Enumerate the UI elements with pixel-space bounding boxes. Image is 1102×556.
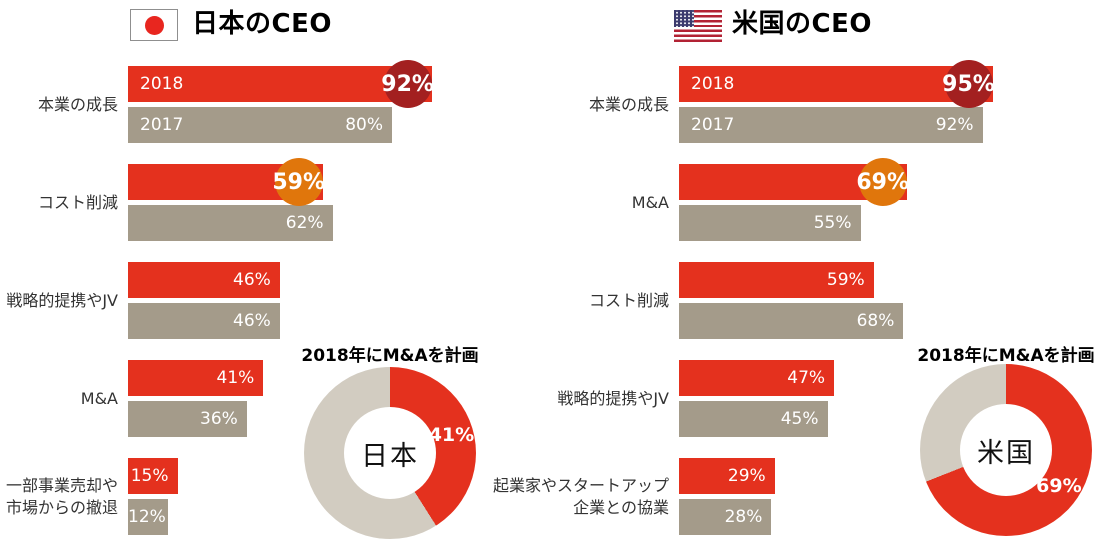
badge-value: 95% xyxy=(942,71,995,97)
bar-group-alliances-jv: 戦略的提携やJV 47% 45% xyxy=(551,360,1102,437)
bar-group-cost-reduction: コスト削減 59% 68% xyxy=(551,262,1102,339)
bar-value-label: 68% xyxy=(856,311,895,331)
us-panel: 米国のCEO 本業の成長 2018 2017 92% 95% xyxy=(493,0,1102,545)
category-label: M&A xyxy=(631,192,669,212)
donut-slice-value: 69% xyxy=(1036,474,1082,497)
highlight-badge: 95% xyxy=(942,60,995,108)
bar-2018: 15% xyxy=(128,458,178,494)
bar-value-label: 41% xyxy=(216,368,255,388)
us-donut-chart: 米国 69% xyxy=(920,364,1092,536)
donut-center-label: 日本 xyxy=(361,440,419,472)
bar-value-label: 29% xyxy=(727,466,766,486)
series-year-label: 2018 xyxy=(691,74,735,94)
bar-value-label: 45% xyxy=(780,409,819,429)
badge-value: 59% xyxy=(272,169,326,195)
category-label: 一部事業売却や 市場からの撤退 xyxy=(5,475,118,517)
bar-value-label: 12% xyxy=(128,507,166,527)
bar-value-label: 46% xyxy=(233,270,271,290)
bar-2017: 2017 92% xyxy=(679,107,983,143)
series-year-label: 2018 xyxy=(140,74,184,94)
japan-donut-title: 2018年にM&Aを計画 xyxy=(301,346,479,366)
japan-donut-chart: 日本 41% xyxy=(304,367,476,539)
bar-group-cost-reduction: コスト削減 62% 59% xyxy=(0,158,551,241)
highlight-badge: 59% xyxy=(272,158,326,206)
donut-center: 日本 xyxy=(344,407,436,499)
bar-value-label: 92% xyxy=(935,115,974,135)
japan-panel-title: 日本のCEO xyxy=(192,9,332,39)
bar-2018: 59% xyxy=(679,262,874,298)
category-label: 戦略的提携やJV xyxy=(557,388,669,408)
bar-2017: 62% xyxy=(128,205,333,241)
category-label: 本業の成長 xyxy=(588,94,669,114)
bar-group-core-growth: 本業の成長 2018 2017 92% 95% xyxy=(551,60,1102,143)
bar-group-divestiture: 一部事業売却や 市場からの撤退 15% 12% xyxy=(0,458,551,535)
bar-value-label: 62% xyxy=(285,213,324,233)
series-year-label: 2017 xyxy=(691,115,735,135)
highlight-badge: 92% xyxy=(381,60,434,108)
us-bar-chart: 本業の成長 2018 2017 92% 95% M xyxy=(492,60,1102,556)
category-label: コスト削減 xyxy=(37,192,118,212)
category-label: M&A xyxy=(80,388,118,408)
bar-group-startups: 起業家やスタートアップ 企業との協業 29% 28% xyxy=(492,458,1102,535)
donut-slice-value: 41% xyxy=(428,424,475,447)
bar-value-label: 15% xyxy=(130,466,169,486)
bar-2017: 55% xyxy=(679,205,861,241)
category-label: 戦略的提携やJV xyxy=(6,290,118,310)
bar-group-ma: M&A 55% 69% xyxy=(551,158,1102,241)
japan-bar-chart: 本業の成長 2018 2017 80% 92% コ xyxy=(0,60,551,556)
category-label: コスト削減 xyxy=(588,290,669,310)
bar-2017: 2017 80% xyxy=(128,107,392,143)
bar-value-label: 28% xyxy=(724,507,763,527)
category-label: 起業家やスタートアップ 企業との協業 xyxy=(492,475,669,517)
japan-flag-icon xyxy=(130,9,178,41)
japan-flag-sun xyxy=(144,15,164,35)
us-donut-title: 2018年にM&Aを計画 xyxy=(917,346,1095,366)
bar-group-alliances-jv: 戦略的提携やJV 46% 46% xyxy=(0,262,551,339)
bar-value-label: 55% xyxy=(813,213,852,233)
bar-value-label: 59% xyxy=(826,270,865,290)
bar-2017: 12% xyxy=(128,499,168,535)
us-flag-icon xyxy=(674,10,722,42)
bar-2018: 29% xyxy=(679,458,775,494)
us-flag-canton xyxy=(674,10,694,28)
donut-center-label: 米国 xyxy=(977,437,1035,469)
bar-group-core-growth: 本業の成長 2018 2017 80% 92% xyxy=(0,60,551,143)
bar-2017: 46% xyxy=(128,303,280,339)
bar-2018: 46% xyxy=(128,262,280,298)
series-year-label: 2017 xyxy=(140,115,184,135)
bar-2017: 36% xyxy=(128,401,247,437)
badge-value: 92% xyxy=(381,71,434,97)
bar-2018: 47% xyxy=(679,360,835,396)
bar-value-label: 80% xyxy=(345,115,383,135)
bar-2017: 45% xyxy=(679,401,828,437)
bar-group-ma: M&A 41% 36% xyxy=(0,360,551,437)
badge-value: 69% xyxy=(856,169,910,195)
bar-value-label: 36% xyxy=(200,409,238,429)
bar-2018: 41% xyxy=(128,360,264,396)
donut-center: 米国 xyxy=(960,404,1052,496)
bar-2017: 68% xyxy=(679,303,904,339)
bar-2018: 2018 xyxy=(128,66,432,102)
bar-2017: 28% xyxy=(679,499,772,535)
category-label: 本業の成長 xyxy=(37,94,118,114)
bar-value-label: 46% xyxy=(233,311,271,331)
bar-2018: 2018 xyxy=(679,66,993,102)
us-panel-title: 米国のCEO xyxy=(732,9,872,39)
japan-panel: 日本のCEO 本業の成長 2018 2017 80% 92% xyxy=(0,0,551,545)
bar-value-label: 47% xyxy=(787,368,826,388)
highlight-badge: 69% xyxy=(856,158,910,206)
